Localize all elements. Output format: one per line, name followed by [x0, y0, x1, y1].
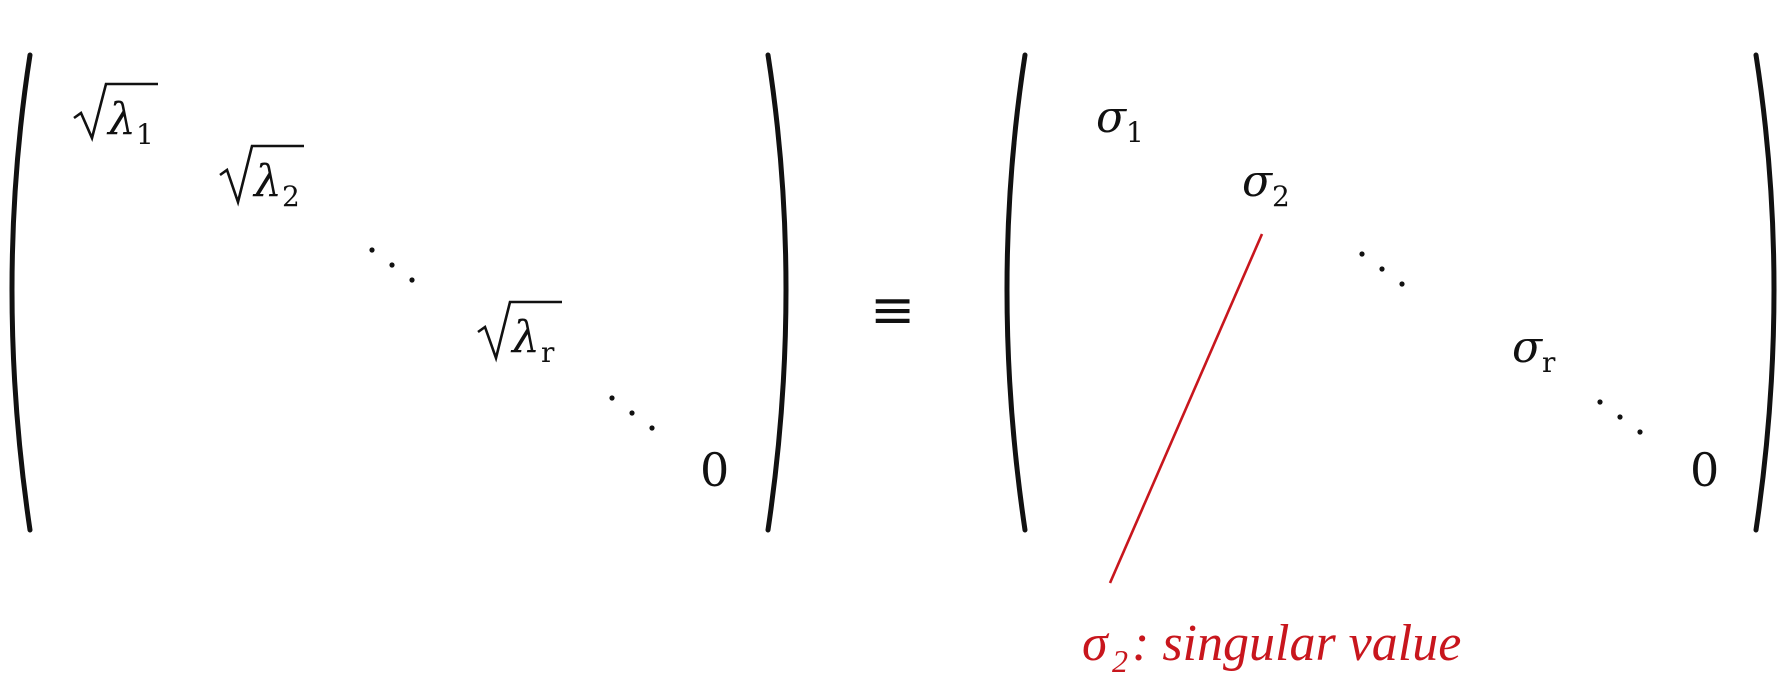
entry-base: σ: [1096, 92, 1128, 143]
right-ddots-2: [1597, 399, 1643, 435]
right-matrix-zero: 0: [1690, 443, 1719, 497]
right-matrix-close-paren: [1753, 52, 1777, 533]
entry-subscript: 1: [1126, 116, 1144, 149]
callout-subscript: 2: [1112, 643, 1128, 679]
entry-base: λ: [252, 156, 282, 207]
entry-base: λ: [510, 312, 540, 363]
callout-pointer-line: [1108, 233, 1264, 584]
left-matrix-close-paren: [765, 52, 789, 533]
right-entry-sigma-1: σ 1: [1096, 92, 1144, 149]
left-matrix-open-paren: [9, 52, 33, 533]
callout-label: : singular value: [1132, 615, 1461, 672]
entry-subscript: r: [1542, 346, 1556, 379]
left-matrix-zero: 0: [700, 443, 729, 497]
right-ddots-1: [1359, 251, 1405, 287]
radical-sign: [219, 144, 304, 207]
radical-sign: [73, 82, 158, 142]
left-matrix: λ 1 λ 2 λ r 0: [9, 52, 789, 533]
entry-subscript: 1: [136, 118, 154, 151]
entry-base: λ: [106, 94, 136, 145]
left-entry-sqrt-lambda-2: λ 2: [219, 144, 304, 213]
radical-sign: [477, 300, 562, 363]
callout-symbol: σ: [1082, 615, 1110, 672]
singular-value-callout: σ 2 : singular value: [1082, 233, 1461, 679]
equivalence-operator: ≡: [870, 278, 915, 341]
left-ddots-2: [609, 395, 655, 431]
right-entry-sigma-r: σ r: [1512, 322, 1556, 379]
entry-subscript: 2: [282, 180, 300, 213]
entry-base: σ: [1242, 156, 1274, 207]
right-matrix-open-paren: [1004, 52, 1028, 533]
entry-subscript: r: [541, 336, 555, 369]
left-entry-sqrt-lambda-1: λ 1: [73, 82, 158, 151]
left-ddots-1: [369, 247, 415, 283]
left-entry-sqrt-lambda-r: λ r: [477, 300, 562, 369]
right-entry-sigma-2: σ 2: [1242, 156, 1290, 213]
entry-base: σ: [1512, 322, 1544, 373]
right-matrix: σ 1 σ 2 σ r 0: [1004, 52, 1777, 533]
entry-subscript: 2: [1272, 180, 1290, 213]
